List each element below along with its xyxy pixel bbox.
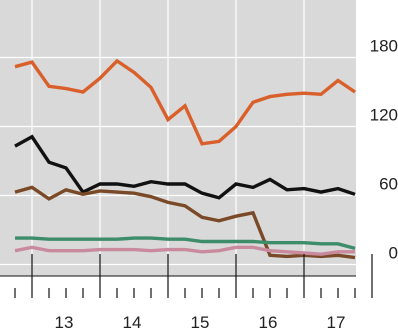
x-tick-label: 16 bbox=[259, 313, 278, 331]
y-axis: 180 120 60 0 bbox=[370, 37, 398, 263]
series-line-1 bbox=[14, 58, 356, 146]
x-tick-label: 14 bbox=[123, 313, 142, 331]
series-line-4 bbox=[15, 236, 356, 251]
y-tick-label: 0 bbox=[389, 244, 398, 263]
x-tick-label: 15 bbox=[191, 313, 210, 331]
y-tick-label: 120 bbox=[370, 106, 398, 125]
series-line-3 bbox=[14, 185, 356, 260]
x-tick-label: 13 bbox=[55, 313, 74, 331]
y-tick-label: 180 bbox=[370, 37, 398, 56]
x-tick-label: 17 bbox=[327, 313, 346, 331]
plot-background bbox=[0, 0, 356, 276]
series-line-5 bbox=[14, 245, 355, 256]
series-lines bbox=[14, 58, 356, 260]
x-axis: 13 14 15 16 17 bbox=[0, 254, 373, 331]
y-tick-label: 60 bbox=[379, 175, 398, 194]
series-line-2 bbox=[14, 134, 356, 200]
